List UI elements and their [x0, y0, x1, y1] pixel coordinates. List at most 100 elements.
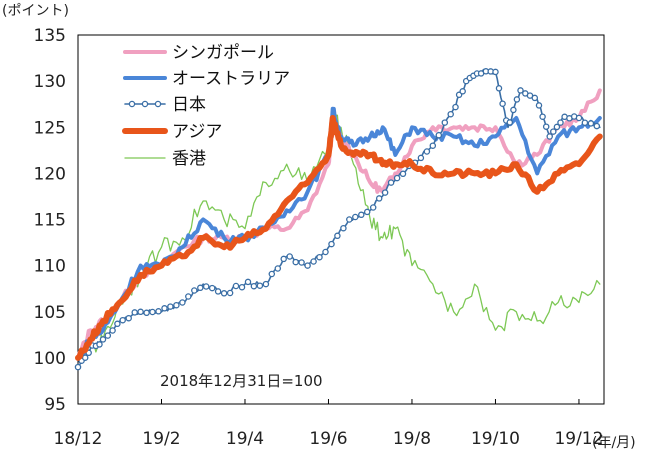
- series-line: [77, 114, 601, 363]
- series-marker: [143, 309, 150, 317]
- series-marker: [109, 327, 116, 334]
- series-marker: [346, 216, 353, 223]
- series-marker: [387, 179, 395, 186]
- series-marker: [513, 96, 521, 103]
- series-marker: [226, 289, 234, 297]
- series-marker: [495, 85, 503, 92]
- y-tick-label: 105: [34, 303, 66, 323]
- series-marker: [114, 320, 121, 328]
- legend-label: 日本: [172, 95, 206, 115]
- legend-marker: [154, 100, 162, 108]
- series-marker: [238, 283, 246, 291]
- series-marker: [334, 232, 341, 240]
- series-marker: [167, 303, 174, 310]
- y-tick-label: 135: [34, 26, 66, 46]
- series-marker: [268, 270, 276, 278]
- series-marker: [262, 280, 270, 288]
- series-marker: [286, 253, 293, 260]
- y-tick-label: 100: [34, 349, 66, 369]
- series-marker: [161, 305, 168, 312]
- series-marker: [375, 195, 383, 202]
- series-marker: [81, 354, 89, 361]
- series-marker: [441, 119, 449, 126]
- series-marker: [125, 314, 132, 322]
- series-marker: [119, 316, 126, 324]
- series-marker: [423, 148, 431, 155]
- y-axis-unit: (ポイント): [2, 3, 69, 19]
- series-marker: [542, 123, 550, 130]
- x-tick-label: 19/6: [309, 429, 347, 449]
- series-marker: [280, 255, 287, 263]
- series-marker: [452, 103, 459, 111]
- series-marker: [244, 278, 252, 286]
- plot-frame: [77, 34, 605, 405]
- series-marker: [417, 154, 425, 162]
- series-marker: [550, 128, 557, 135]
- series-marker: [352, 213, 359, 221]
- series-line: [75, 115, 603, 361]
- series-marker: [517, 87, 524, 94]
- series-marker: [575, 114, 583, 122]
- series-marker: [492, 68, 499, 76]
- series-marker: [363, 208, 371, 216]
- x-tick-label: 19/12: [554, 429, 603, 449]
- series-line: [77, 68, 601, 368]
- series-marker: [185, 293, 192, 300]
- legend-label: シンガポール: [172, 43, 274, 63]
- series-marker: [539, 113, 546, 120]
- y-tick-label: 125: [34, 118, 66, 138]
- series-marker: [96, 341, 103, 348]
- series-marker: [137, 308, 144, 316]
- series-marker: [447, 110, 454, 118]
- legend-marker: [128, 100, 136, 108]
- legend-label: 香港: [172, 149, 206, 169]
- series-marker: [358, 211, 365, 219]
- y-tick-label: 130: [34, 72, 66, 92]
- x-tick-label: 19/10: [471, 429, 520, 449]
- series-marker: [535, 102, 543, 109]
- x-tick-label: 18/12: [54, 429, 103, 449]
- series-marker: [316, 253, 323, 261]
- series-marker: [506, 119, 514, 126]
- y-tick-label: 110: [34, 257, 66, 277]
- base-date-note: 2018年12月31日=100: [160, 372, 323, 390]
- series-marker: [256, 282, 264, 289]
- series-marker: [202, 283, 210, 290]
- series-marker: [531, 94, 539, 102]
- series-marker: [155, 308, 162, 315]
- series-marker: [274, 265, 282, 272]
- series-marker: [149, 308, 156, 316]
- series-marker: [250, 282, 258, 290]
- series-marker: [593, 122, 601, 130]
- series-marker: [459, 88, 466, 95]
- series-marker: [197, 284, 204, 292]
- series-marker: [232, 282, 240, 290]
- series-marker: [214, 288, 222, 295]
- series-marker: [298, 259, 305, 266]
- series-marker: [173, 301, 180, 309]
- series-marker: [399, 170, 407, 178]
- x-axis-unit: (年/月): [592, 435, 636, 451]
- series-marker: [510, 106, 517, 114]
- series-marker: [328, 240, 335, 248]
- series-marker: [220, 290, 228, 297]
- x-tick-label: 19/2: [142, 429, 180, 449]
- legend-label: オーストラリア: [172, 69, 290, 89]
- series-marker: [553, 123, 561, 131]
- series-marker: [587, 120, 595, 127]
- series-marker: [191, 287, 198, 294]
- series-marker: [179, 299, 186, 306]
- series-marker: [131, 309, 138, 316]
- y-tick-label: 115: [34, 211, 66, 231]
- y-tick-label: 120: [34, 164, 66, 184]
- series-marker: [581, 119, 589, 126]
- series-marker: [104, 332, 112, 339]
- series-marker: [393, 174, 401, 182]
- series-marker: [74, 363, 82, 371]
- series-marker: [340, 224, 347, 232]
- series-marker: [429, 142, 437, 149]
- legend-label: アジア: [172, 122, 222, 142]
- series-marker: [208, 284, 216, 292]
